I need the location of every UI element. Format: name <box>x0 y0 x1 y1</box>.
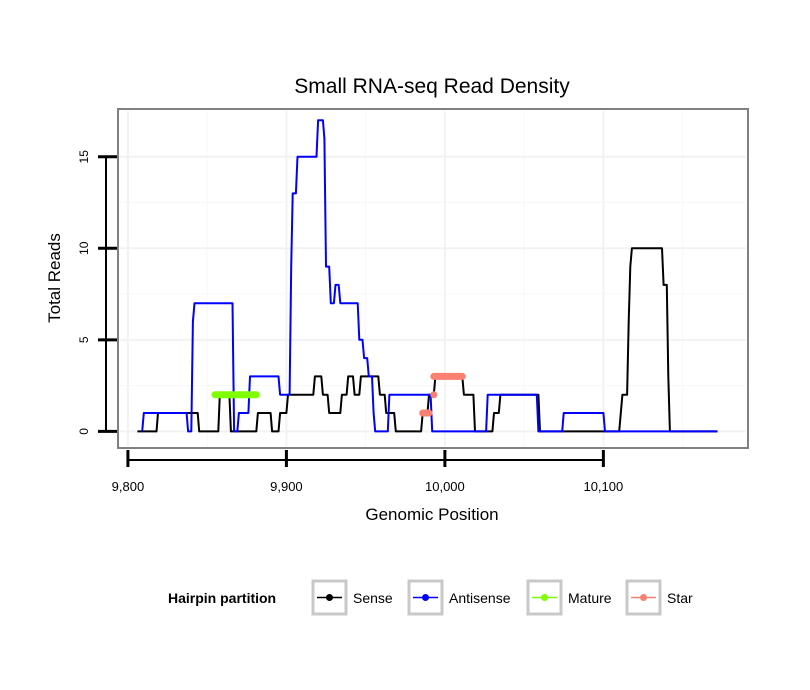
legend-key-point <box>640 594 647 601</box>
legend-label-sense: Sense <box>353 590 393 606</box>
y-tick-label: 5 <box>77 336 91 343</box>
x-tick-label: 10,100 <box>583 479 623 494</box>
legend-key-point <box>326 594 333 601</box>
legend: Hairpin partition Sense Antisense Mature St… <box>168 579 693 616</box>
series-line-sense <box>137 247 718 433</box>
y-tick-label: 15 <box>77 150 91 164</box>
y-tick-label: 10 <box>77 241 91 255</box>
series-line-antisense <box>141 119 718 433</box>
x-tick-label: 9,900 <box>270 479 303 494</box>
x-tick-label: 10,000 <box>425 479 465 494</box>
legend-label-antisense: Antisense <box>449 590 511 606</box>
axes: 0 5 10 15 9,800 9,900 10,000 10,100 <box>77 150 623 494</box>
chart-title: Small RNA-seq Read Density <box>294 75 570 98</box>
x-axis-title: Genomic Position <box>365 505 498 524</box>
legend-key-point <box>422 594 429 601</box>
legend-label-star: Star <box>667 590 693 606</box>
series-lines <box>137 119 718 433</box>
legend-key-point <box>541 594 548 601</box>
legend-title: Hairpin partition <box>168 590 276 606</box>
x-tick-label: 9,800 <box>112 479 145 494</box>
legend-label-mature: Mature <box>568 590 612 606</box>
y-tick-label: 0 <box>77 428 91 435</box>
y-axis-title: Total Reads <box>45 233 64 323</box>
